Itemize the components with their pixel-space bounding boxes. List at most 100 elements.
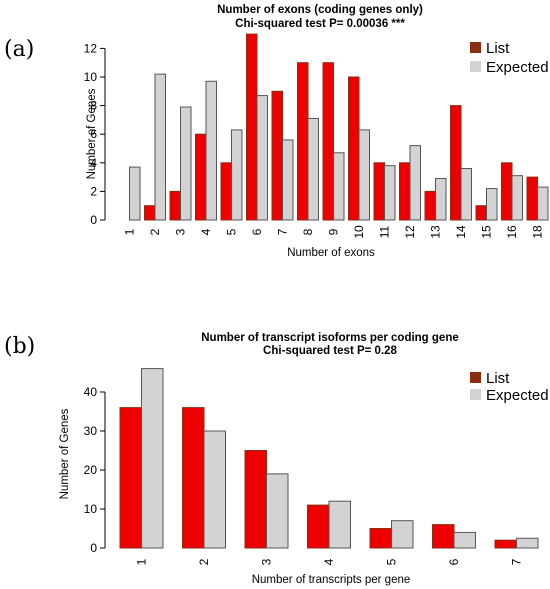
panel-b-y-tick-label: 40	[84, 385, 98, 399]
panel-a-bar-expected-2	[154, 73, 166, 221]
panel-b-x-tick-label: 2	[197, 558, 211, 565]
panel-a-x-tick-label: 2	[148, 228, 162, 235]
panel-b-x-label: Number of transcripts per gene	[252, 574, 411, 586]
panel-a-bar-list-5	[220, 162, 232, 221]
panel-a-bar-list-8	[297, 62, 309, 221]
panel-a-bar-expected-8	[307, 117, 319, 221]
panel-b-bar-expected-7	[516, 537, 539, 549]
panel-a-bar-list-4	[195, 133, 207, 221]
panel-a-bar-list-11	[373, 162, 385, 221]
panel-a-bar-expected-18	[537, 186, 549, 221]
legend-swatch-list	[470, 372, 481, 383]
panel-b-bar-expected-5	[391, 520, 414, 549]
panel-a-x-tick-label: 12	[403, 225, 417, 239]
legend-swatch-list	[470, 42, 481, 53]
panel-a-bar-expected-10	[358, 129, 370, 221]
panel-a-x-tick-label: 6	[250, 228, 264, 235]
panel-b-y-tick-label: 0	[90, 541, 97, 555]
panel-b-bar-list-1	[119, 407, 142, 549]
panel-b-bar-list-2	[182, 407, 205, 549]
panel-a-y-tick-label: 12	[84, 41, 98, 55]
panel-b-x-tick-label: 5	[385, 558, 399, 565]
panel-b-y-tick-label: 30	[84, 424, 98, 438]
legend-label-expected: Expected	[486, 387, 549, 404]
panel-a-x-tick-label: 9	[327, 228, 341, 235]
panel-b-title: Number of transcript isoforms per coding…	[201, 332, 459, 344]
panel-a-x-tick-label: 14	[454, 225, 468, 239]
panel-a-x-tick-label: 18	[531, 225, 545, 239]
legend-swatch-expected	[470, 61, 481, 72]
panel-a-y-label: Number of Genes	[86, 88, 98, 179]
panel-a-bar-expected-7	[282, 139, 294, 221]
panel-a-x-tick-label: 1	[123, 228, 137, 235]
panel-a-x-tick-label: 4	[199, 228, 213, 235]
panel-a-x-tick-label: 3	[174, 228, 188, 235]
panel-b-bar-expected-1	[141, 368, 164, 549]
panel-a-bar-list-12	[399, 162, 411, 221]
panel-b-bar-list-3	[244, 450, 267, 549]
panel-a-bar-list-7	[271, 90, 283, 221]
panel-a-bar-expected-14	[460, 168, 472, 221]
panel-a-bar-expected-5	[231, 129, 243, 221]
panel-a-bar-expected-4	[205, 80, 217, 221]
legend-label-expected: Expected	[486, 59, 549, 76]
panel-a-x-label: Number of exons	[287, 247, 375, 259]
panel-b-bar-expected-4	[328, 500, 351, 549]
panel-b-bar-list-5	[369, 528, 392, 549]
panel-a-y-tick-label: 6	[90, 127, 97, 141]
panel-b-legend: List Expected	[470, 370, 549, 404]
panel-a-y-tick-label: 4	[90, 156, 97, 170]
panel-b: (b) Number of transcript isoforms per co…	[4, 332, 549, 586]
panel-b-bar-list-6	[432, 524, 455, 549]
panel-a-bar-expected-1	[129, 166, 141, 221]
panel-a-x-tick-label: 16	[505, 225, 519, 239]
panel-a-bar-list-2	[144, 205, 156, 221]
panel-a-x-tick-label: 13	[429, 225, 443, 239]
panel-b-bar-list-4	[307, 504, 330, 549]
panel-b-bar-list-7	[494, 539, 517, 549]
panel-a-x-tick-label: 11	[378, 225, 392, 238]
panel-a-bar-list-18	[526, 176, 538, 221]
legend-swatch-expected	[470, 389, 481, 400]
panel-a-bar-list-16	[501, 162, 513, 221]
panel-a-bar-list-10	[348, 76, 360, 221]
panel-b-x-tick-label: 6	[447, 558, 461, 565]
panel-b-x-tick-label: 1	[135, 558, 149, 565]
panel-b-y-tick-label: 10	[84, 502, 98, 516]
panel-b-bars	[119, 368, 539, 549]
panel-a-bar-list-14	[450, 105, 462, 221]
panel-b-x-tick-label: 7	[510, 558, 524, 565]
panel-a-bar-list-9	[322, 62, 334, 221]
panel-b-axes: 0 10 20 30 40 1 2 3 4 5 6 7	[84, 385, 524, 565]
panel-a-subtitle: Chi-squared test P= 0.00036 ***	[235, 18, 405, 30]
panel-a-bars	[129, 33, 549, 221]
panel-a-bar-list-15	[475, 205, 487, 221]
panel-a-x-tick-label: 7	[276, 228, 290, 235]
panel-a-y-tick-label: 10	[84, 70, 98, 84]
panel-b-bar-expected-6	[453, 531, 476, 549]
panel-a: (a) Number of exons (coding genes only) …	[4, 4, 549, 259]
panel-a-label: (a)	[4, 37, 34, 62]
panel-b-y-tick-label: 20	[84, 463, 98, 477]
panel-a-bar-expected-3	[180, 106, 192, 221]
panel-b-bar-expected-2	[203, 430, 226, 549]
panel-a-bar-expected-15	[486, 188, 498, 221]
panel-a-bar-expected-9	[333, 152, 345, 221]
panel-a-x-tick-label: 8	[301, 228, 315, 235]
panel-b-bar-expected-3	[266, 473, 289, 549]
panel-a-bar-list-13	[424, 190, 436, 221]
panel-a-y-tick-label: 8	[90, 99, 97, 113]
panel-a-bar-expected-11	[384, 165, 396, 221]
panel-a-legend: List Expected	[470, 40, 549, 76]
panel-a-y-tick-label: 0	[90, 213, 97, 227]
panel-a-y-tick-label: 2	[90, 184, 97, 198]
panel-b-subtitle: Chi-squared test P= 0.28	[263, 345, 397, 357]
panel-a-x-tick-label: 15	[480, 225, 494, 239]
panel-a-x-tick-label: 5	[225, 228, 239, 235]
panel-a-title: Number of exons (coding genes only)	[217, 4, 423, 16]
panel-a-bar-list-3	[169, 190, 181, 221]
panel-b-y-label: Number of Genes	[59, 408, 71, 499]
panel-b-x-tick-label: 4	[322, 558, 336, 565]
